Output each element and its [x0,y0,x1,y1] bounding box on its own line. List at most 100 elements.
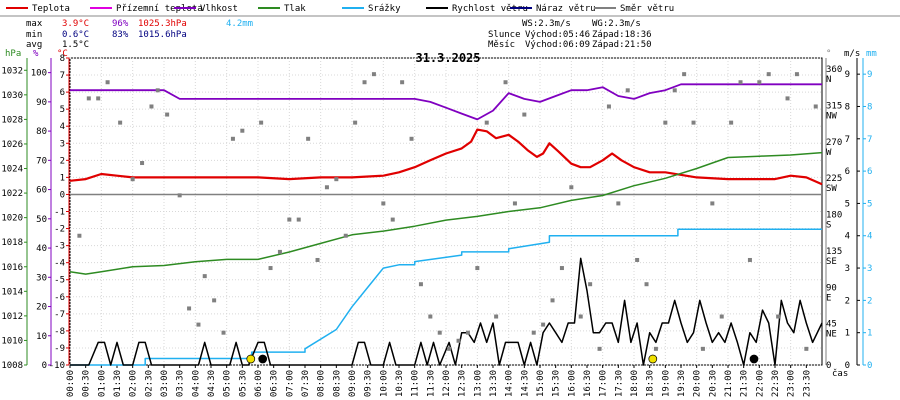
mm-tick-label: 9 [867,70,872,80]
wind-direction-point [682,72,687,77]
x-tick-label: 02:00 [129,370,139,397]
pct-tick-label: 90 [36,98,47,108]
wind-direction-point [569,185,574,190]
x-tick-label: 17:30 [614,370,624,397]
dir-tick-label: S [826,221,831,231]
hpa-tick-label: 1026 [1,140,23,150]
wind-direction-point [484,120,489,125]
info-moonrise: Východ:06:09 [525,40,590,50]
hpa-tick-label: 1024 [1,165,23,175]
wind-direction-point [494,314,499,319]
wind-direction-point [588,282,593,287]
temp-tick-label: -9 [54,344,65,354]
temp-tick-label: 5 [60,105,65,115]
pct-tick-label: 10 [36,332,47,342]
info-sunset: Západ:18:36 [592,30,652,40]
mm-axis-unit: mm [866,49,877,59]
wind-direction-point [212,298,217,303]
wind-direction-point [390,217,395,222]
temp-tick-label: 8 [60,54,65,64]
temp-tick-label: -8 [54,327,65,337]
wind-direction-point [306,136,311,141]
dir-tick-label: 360 [826,65,842,75]
series-line-rychlostvtru [70,257,823,366]
wind-direction-point [747,257,752,262]
x-tick-label: 20:00 [693,370,703,397]
hpa-tick-label: 1018 [1,238,23,248]
wind-direction-point [221,330,226,335]
wind-direction-point [315,257,320,262]
hpa-tick-label: 1032 [1,66,23,76]
wind-direction-point [625,88,630,93]
x-tick-label: 01:00 [97,370,107,397]
x-tick-label: 05:30 [238,370,248,397]
mm-tick-label: 2 [867,296,872,306]
x-tick-label: 19:00 [661,370,671,397]
wind-direction-point [738,80,743,85]
mm-tick-label: 4 [867,232,872,242]
temp-tick-label: 7 [60,71,65,81]
x-tick-label: 06:00 [254,370,264,397]
ms-tick-label: 1 [845,329,850,339]
moonset-marker [749,354,759,364]
wind-direction-point [96,96,101,101]
wind-direction-point [794,72,799,77]
pct-tick-label: 80 [36,127,47,137]
sunset-marker [648,354,658,364]
stat-min-hum: 83% [112,30,129,40]
x-tick-label: 16:30 [583,370,593,397]
dir-axis-unit: ° [826,49,831,59]
x-tick-label: 09:30 [364,370,374,397]
ms-tick-label: 0 [845,361,850,371]
mm-tick-label: 0 [867,361,872,371]
wind-direction-point [324,185,329,190]
x-tick-label: 14:30 [520,370,530,397]
dir-tick-label: 0 [826,361,831,371]
wind-direction-point [177,193,182,198]
stat-max-hum: 96% [112,19,129,29]
x-tick-label: 07:00 [285,370,295,397]
ms-tick-label: 5 [845,199,850,209]
pct-tick-label: 40 [36,244,47,254]
series-line-tlak [69,151,823,275]
ms-tick-label: 9 [845,70,850,80]
hpa-tick-label: 1022 [1,189,23,199]
temp-tick-label: 1 [60,173,65,183]
dir-tick-label: SE [826,257,837,267]
mm-tick-label: 6 [867,167,872,177]
temp-tick-label: 2 [60,156,65,166]
dir-tick-label: SW [826,184,837,194]
ms-tick-label: 6 [845,167,850,177]
wind-direction-point [606,104,611,109]
wind-direction-point [559,266,564,271]
wind-direction-point [785,96,790,101]
hpa-tick-label: 1016 [1,263,23,273]
x-tick-label: 11:00 [411,370,421,397]
x-tick-label: 15:00 [536,370,546,397]
x-tick-label: 15:30 [552,370,562,397]
info-moonset: Západ:21:50 [592,40,652,50]
wind-direction-point [550,298,555,303]
wind-direction-point [512,201,517,206]
hpa-tick-label: 1010 [1,336,23,346]
wind-direction-point [813,104,818,109]
wind-direction-point [353,120,358,125]
wind-direction-point [503,80,508,85]
x-tick-label: 08:00 [317,370,327,397]
x-tick-label: 18:00 [630,370,640,397]
x-tick-label: 18:30 [646,370,656,397]
hpa-axis-unit: hPa [5,49,21,59]
x-tick-label: 04:00 [191,370,201,397]
legend-label: Teplota [32,4,70,14]
hpa-tick-label: 1008 [1,361,23,371]
wind-direction-point [541,322,546,327]
dir-tick-label: N [826,75,831,85]
x-tick-label: 10:00 [379,370,389,397]
stat-min-label: min [26,30,42,40]
wind-direction-point [240,128,245,133]
x-tick-label: 10:30 [395,370,405,397]
pct-tick-label: 60 [36,186,47,196]
dir-tick-label: 135 [826,247,842,257]
x-tick-label: 20:30 [708,370,718,397]
ms-tick-label: 3 [845,264,850,274]
